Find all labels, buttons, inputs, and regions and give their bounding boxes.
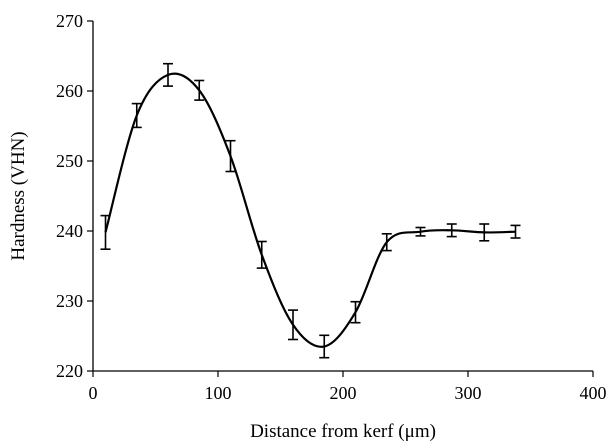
x-tick-label: 0 xyxy=(89,383,98,403)
y-tick-label: 220 xyxy=(56,361,83,381)
y-tick-label: 230 xyxy=(56,291,83,311)
x-tick-label: 200 xyxy=(330,383,357,403)
y-tick-label: 270 xyxy=(56,11,83,31)
tick-labels: 220 230 240 250 260 270 0 100 200 300 400 xyxy=(56,11,607,403)
x-axis-title: Distance from kerf (μm) xyxy=(250,421,436,442)
x-tick-label: 400 xyxy=(580,383,607,403)
y-tick-label: 240 xyxy=(56,221,83,241)
x-tick-label: 300 xyxy=(455,383,482,403)
y-tick-label: 260 xyxy=(56,81,83,101)
y-tick-label: 250 xyxy=(56,151,83,171)
tick-marks xyxy=(87,20,594,377)
series-line xyxy=(104,72,516,348)
x-tick-label: 100 xyxy=(205,383,232,403)
y-axis-title: Hardness (VHN) xyxy=(8,131,29,260)
curve-layer xyxy=(104,72,516,348)
error-bars xyxy=(100,62,521,359)
